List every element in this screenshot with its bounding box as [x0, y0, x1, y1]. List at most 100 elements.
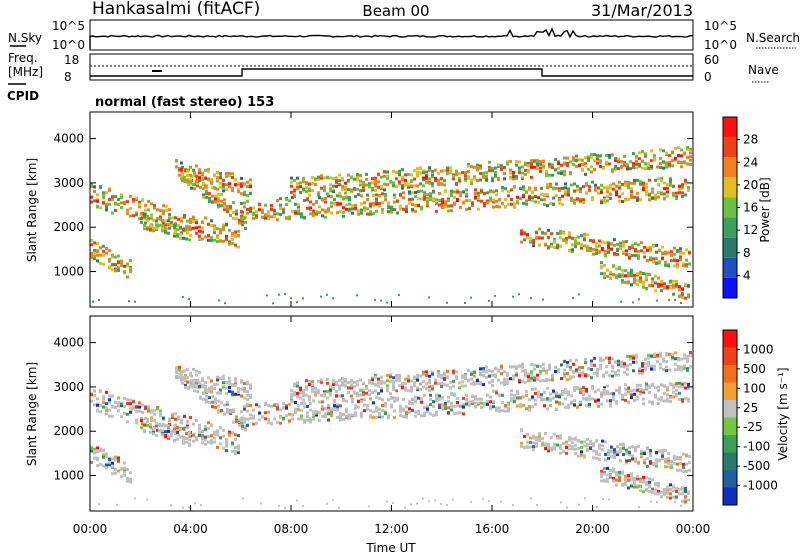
- scatter-cell: [629, 167, 632, 171]
- scatter-cell: [638, 157, 641, 161]
- scatter-cell: [613, 448, 616, 452]
- colorbar-tick: -25: [743, 420, 763, 434]
- scatter-cell: [386, 177, 389, 181]
- scatter-cell: [111, 262, 114, 266]
- scatter-cell: [558, 402, 561, 406]
- scatter-cell: [534, 403, 537, 406]
- scatter-cell: [147, 199, 150, 203]
- scatter-cell: [174, 216, 177, 220]
- scatter-cell: [98, 503, 100, 506]
- scatter-cell: [435, 396, 438, 400]
- scatter-cell: [333, 404, 336, 408]
- scatter-cell: [566, 506, 568, 509]
- scatter-cell: [146, 218, 149, 222]
- scatter-cell: [402, 398, 405, 401]
- scatter-cell: [335, 178, 338, 181]
- scatter-cell: [516, 392, 519, 396]
- scatter-cell: [333, 408, 336, 412]
- scatter-cell: [624, 474, 627, 478]
- scatter-cell: [102, 244, 105, 248]
- scatter-cell: [411, 402, 414, 405]
- scatter-cell: [688, 455, 691, 458]
- scatter-cell: [444, 402, 447, 405]
- scatter-cell: [613, 252, 616, 255]
- scatter-cell: [426, 204, 429, 208]
- scatter-cell: [657, 388, 660, 392]
- scatter-cell: [164, 226, 167, 230]
- scatter-cell: [90, 238, 93, 242]
- scatter-cell: [417, 197, 420, 201]
- scatter-cell: [302, 180, 305, 184]
- scatter-cell: [152, 218, 155, 222]
- scatter-cell: [630, 484, 633, 488]
- scatter-cell: [246, 194, 249, 197]
- scatter-cell: [601, 448, 604, 452]
- scatter-cell: [229, 207, 232, 211]
- scatter-cell: [624, 274, 627, 278]
- scatter-cell: [270, 404, 273, 408]
- scatter-cell: [235, 415, 238, 419]
- scatter-cell: [193, 389, 196, 393]
- scatter-cell: [336, 408, 339, 412]
- scatter-cell: [195, 164, 198, 168]
- scatter-cell: [226, 411, 229, 414]
- scatter-cell: [356, 383, 359, 387]
- scatter-cell: [645, 190, 648, 194]
- scatter-cell: [464, 171, 467, 174]
- scatter-cell: [521, 171, 524, 175]
- scatter-cell: [353, 187, 356, 191]
- scatter-cell: [238, 424, 241, 427]
- scatter-cell: [184, 374, 187, 377]
- scatter-cell: [641, 166, 644, 170]
- scatter-cell: [489, 405, 492, 408]
- scatter-cell: [585, 191, 588, 195]
- scatter-cell: [380, 299, 382, 302]
- scatter-cell: [296, 391, 299, 395]
- scatter-cell: [440, 385, 443, 389]
- scatter-cell: [437, 371, 440, 375]
- scatter-cell: [402, 191, 405, 195]
- scatter-cell: [476, 163, 479, 167]
- scatter-cell: [375, 209, 378, 213]
- scatter-cell: [210, 219, 213, 223]
- scatter-cell: [350, 383, 353, 387]
- scatter-cell: [318, 211, 321, 214]
- scatter-cell: [411, 197, 414, 201]
- scatter-cell: [180, 378, 183, 382]
- scatter-cell: [642, 480, 645, 484]
- scatter-cell: [446, 375, 449, 379]
- scatter-cell: [117, 401, 120, 405]
- scatter-cell: [555, 407, 558, 411]
- scatter-cell: [132, 214, 135, 218]
- scatter-cell: [536, 159, 539, 163]
- scatter-cell: [682, 470, 685, 474]
- scatter-cell: [559, 244, 562, 248]
- scatter-cell: [574, 236, 577, 240]
- scatter-cell: [354, 205, 357, 209]
- scatter-cell: [315, 413, 318, 417]
- scatter-cell: [237, 386, 240, 390]
- scatter-cell: [240, 379, 243, 383]
- scatter-cell: [488, 381, 491, 385]
- scatter-cell: [572, 156, 575, 160]
- scatter-cell: [192, 215, 195, 219]
- scatter-cell: [102, 191, 105, 195]
- scatter-cell: [153, 412, 156, 416]
- scatter-cell: [300, 212, 303, 216]
- scatter-cell: [380, 185, 383, 189]
- scatter-cell: [684, 193, 687, 197]
- scatter-cell: [611, 153, 614, 157]
- scatter-cell: [541, 231, 544, 235]
- scatter-cell: [369, 415, 372, 419]
- scatter-cell: [180, 373, 183, 377]
- scatter-cell: [674, 501, 676, 504]
- scatter-cell: [614, 156, 617, 160]
- scatter-cell: [673, 454, 676, 458]
- scatter-cell: [300, 215, 303, 219]
- scatter-cell: [114, 202, 117, 206]
- scatter-cell: [544, 242, 547, 246]
- scatter-cell: [462, 190, 465, 194]
- scatter-cell: [282, 402, 285, 406]
- scatter-cell: [573, 182, 576, 186]
- scatter-cell: [198, 381, 201, 385]
